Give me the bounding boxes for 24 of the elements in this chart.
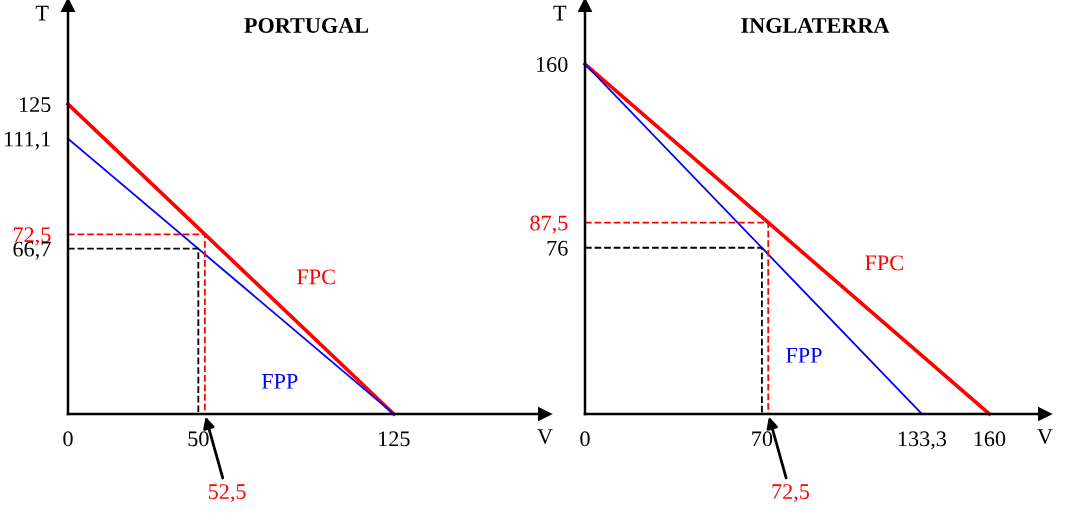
x-tick-label: 160 (974, 431, 1006, 447)
y-axis-title: T (553, 5, 567, 21)
x-tick-label: 50 (188, 431, 209, 447)
annotation: 72,5 (772, 484, 810, 503)
chart-title: INGLATERRA (741, 17, 890, 33)
series-label: FPC (865, 255, 903, 271)
x-axis-title: V (537, 429, 553, 445)
series-label: FPP (261, 374, 298, 389)
y-tick-label: 160 (536, 56, 568, 72)
y-tick-label: 125 (19, 97, 51, 113)
annotation: 52,5 (208, 484, 246, 503)
y-tick-label: 111,1 (4, 131, 50, 150)
x-tick-label: 0 (580, 431, 590, 447)
y-tick-label: 76 (547, 240, 568, 256)
series-label: FPC (297, 269, 335, 285)
y-axis-title: T (35, 5, 49, 21)
x-tick-label: 70 (752, 431, 773, 447)
x-axis-title: V (1037, 429, 1053, 445)
x-tick-label: 133,3 (898, 431, 947, 450)
x-tick-label: 125 (379, 431, 410, 447)
x-tick-label: 0 (63, 431, 73, 447)
y-tick-label: 87,5 (530, 215, 568, 234)
series-label: FPP (786, 347, 822, 363)
chart-title: PORTUGAL (244, 17, 369, 33)
